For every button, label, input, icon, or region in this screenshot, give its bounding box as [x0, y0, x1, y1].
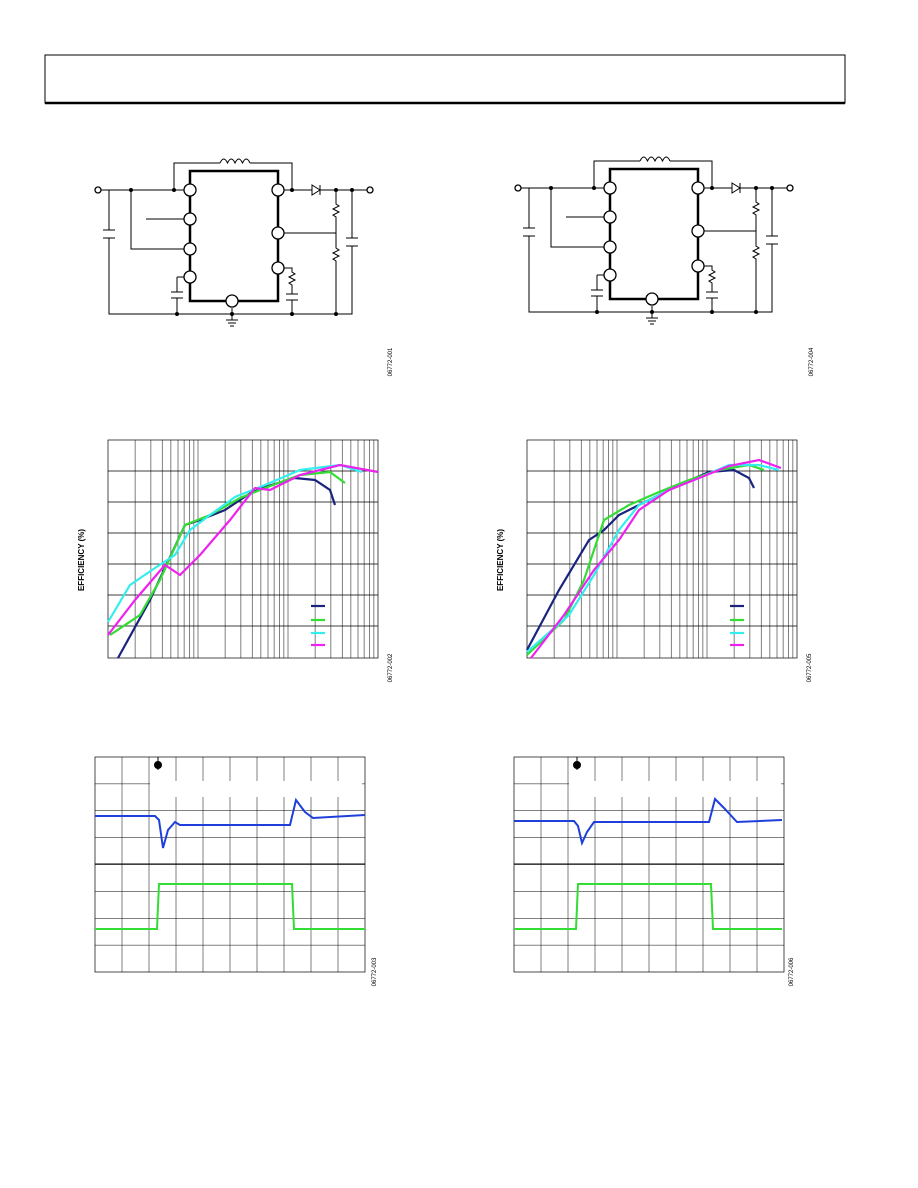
figure-id: 06772-003 [372, 957, 378, 986]
efficiency-curves [526, 458, 782, 659]
figure-id: 06772-001 [388, 347, 394, 376]
figure-id: 06772-006 [789, 957, 795, 986]
figure-id: 06772-002 [388, 653, 394, 682]
figure-id: 06772-005 [807, 653, 813, 682]
shape [526, 463, 780, 653]
shape [530, 458, 782, 659]
y-axis-label: EFFICIENCY (%) [77, 529, 86, 591]
shape [109, 470, 346, 636]
shape [514, 883, 782, 930]
scope-traces [95, 797, 366, 930]
shape [95, 797, 366, 849]
efficiency-curves [107, 463, 379, 659]
shape [95, 883, 365, 930]
figure-id: 06772-004 [809, 347, 815, 376]
y-axis-label: EFFICIENCY (%) [496, 529, 505, 591]
shape [514, 797, 783, 847]
scope-traces [514, 797, 783, 930]
shape [107, 463, 379, 636]
shape [107, 463, 363, 623]
